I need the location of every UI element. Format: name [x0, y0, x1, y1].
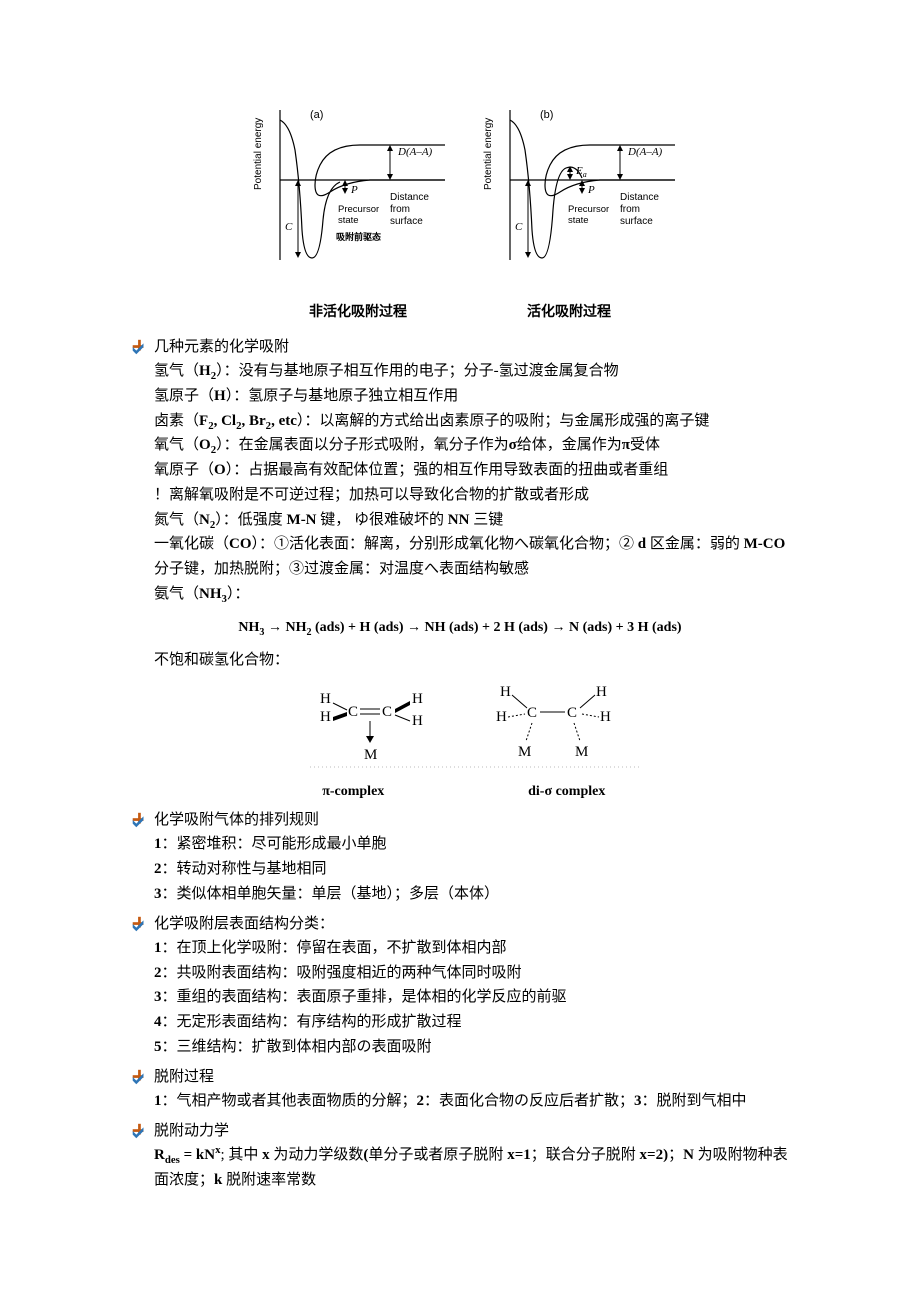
s1-l2: 卤素（F2, Cl2, Br2, etc）：以离解的方式给出卤素原子的吸附；与金…: [154, 409, 790, 434]
svg-text:H: H: [496, 709, 507, 725]
section-2: 化学吸附气体的排列规则1：紧密堆积：尽可能形成最小单胞2：转动对称性与基地相同3…: [130, 809, 790, 907]
svg-text:M: M: [575, 744, 588, 760]
list-item: 3：重组的表面结构：表面原子重排，是体相的化学反应的前驱: [154, 985, 790, 1010]
hc-caption: π-complex di-σ complex: [130, 781, 790, 803]
section-1-body: 氢气（H2）：没有与基地原子相互作用的电子；分子-氢过渡金属复合物 氢原子（H）…: [154, 359, 790, 607]
s1-l6: 氮气（N2）：低强度 M-N 键， ゆ很难破坏的 NN 三键: [154, 508, 790, 533]
prec1-a: Precursor: [338, 204, 379, 215]
panel-label-a: (a): [310, 109, 323, 121]
hc-figure: H H C C H H M H H C C H: [130, 681, 790, 803]
list-item: 2：共吸附表面结构：吸附强度相近的两种气体同时吸附: [154, 961, 790, 986]
daa-label-a: D(A–A): [397, 146, 433, 158]
svg-text:H: H: [320, 691, 331, 707]
bullet-icon: [130, 811, 148, 829]
list-item: 1：气相产物或者其他表面物质的分解；2：表面化合物の反应后者扩散；3：脱附到气相…: [154, 1089, 790, 1114]
svg-text:H: H: [412, 691, 423, 707]
svg-text:H: H: [320, 709, 331, 725]
list-item: 4：无定形表面结构：有序结构的形成扩散过程: [154, 1010, 790, 1035]
svg-text:C: C: [348, 704, 358, 720]
s1-l3: 氧气（O2）：在金属表面以分子形式吸附，氧分子作为σ给体，金属作为π受体: [154, 433, 790, 458]
s1-l7: 一氧化碳（CO）：①活化表面：解离，分别形成氧化物へ碳氧化合物；② d 区金属：…: [154, 532, 790, 582]
hc-cap-right: di-σ complex: [487, 781, 647, 803]
hc-svg: H H C C H H M H H C C H: [270, 681, 650, 771]
prec2-a: state: [338, 215, 359, 226]
svg-text:M: M: [364, 747, 377, 763]
svg-text:H: H: [596, 684, 607, 700]
section-3: 化学吸附层表面结构分类：1：在顶上化学吸附：停留在表面，不扩散到体相内部2：共吸…: [130, 913, 790, 1060]
c-label-b: C: [515, 221, 523, 233]
svg-text:H: H: [600, 709, 611, 725]
section-heading: 脱附动力学: [154, 1120, 229, 1143]
ea-label-b: Ea: [575, 165, 587, 179]
svg-text:H: H: [500, 684, 511, 700]
section-body: 1：气相产物或者其他表面物质的分解；2：表面化合物の反应后者扩散；3：脱附到气相…: [154, 1089, 790, 1114]
section-body: Rdes = kNx; 其中 x 为动力学级数(单分子或者原子脱附 x=1；联合…: [154, 1143, 790, 1193]
s1-l4: 氧原子（O）：占据最高有效配体位置；强的相互作用导致表面的扭曲或者重组: [154, 458, 790, 483]
list-item: 2：转动对称性与基地相同: [154, 857, 790, 882]
hc-intro: 不饱和碳氢化合物：: [154, 648, 790, 673]
svg-text:C: C: [382, 704, 392, 720]
section-4: 脱附过程1：气相产物或者其他表面物质的分解；2：表面化合物の反应后者扩散；3：脱…: [130, 1066, 790, 1114]
p-label-a: P: [350, 184, 358, 196]
section-heading: 化学吸附层表面结构分类：: [154, 913, 334, 936]
s1-l1: 氢原子（H）：氢原子与基地原子独立相互作用: [154, 384, 790, 409]
svg-text:M: M: [518, 744, 531, 760]
dist3-b: surface: [620, 216, 653, 227]
prec-cn-a: 吸附前驱态: [336, 231, 381, 242]
dist2-b: from: [620, 204, 640, 215]
pe-diagram-svg: D(A–A) P C (a) Potential energy Distance…: [230, 90, 690, 280]
prec2-b: state: [568, 215, 589, 226]
caption-b: 活化吸附过程: [527, 302, 611, 324]
c-label-a: C: [285, 221, 293, 233]
s1-l5: ！离解氧吸附是不可逆过程；加热可以导致化合物的扩散或者形成: [154, 483, 790, 508]
list-item: Rdes = kNx; 其中 x 为动力学级数(单分子或者原子脱附 x=1；联合…: [154, 1143, 790, 1193]
svg-text:C: C: [567, 705, 577, 721]
svg-text:H: H: [412, 713, 423, 729]
svg-text:C: C: [527, 705, 537, 721]
hc-cap-left: π-complex: [273, 781, 433, 803]
section-body: 1：紧密堆积：尽可能形成最小单胞2：转动对称性与基地相同3：类似体相单胞矢量：单…: [154, 832, 790, 906]
bullet-icon: [130, 1122, 148, 1140]
dist1-b: Distance: [620, 192, 659, 203]
section-heading: 几种元素的化学吸附: [154, 336, 289, 359]
list-item: 3：类似体相单胞矢量：单层（基地）；多层（本体）: [154, 882, 790, 907]
section-1: 几种元素的化学吸附 氢气（H2）：没有与基地原子相互作用的电子；分子-氢过渡金属…: [130, 336, 790, 607]
pe-diagrams: D(A–A) P C (a) Potential energy Distance…: [130, 90, 790, 324]
dist3-a: surface: [390, 216, 423, 227]
section-body: 1：在顶上化学吸附：停留在表面，不扩散到体相内部2：共吸附表面结构：吸附强度相近…: [154, 936, 790, 1060]
hc-line: 不饱和碳氢化合物：: [154, 648, 790, 673]
prec1-b: Precursor: [568, 204, 609, 215]
ylabel-a: Potential energy: [253, 118, 264, 190]
bullet-icon: [130, 1068, 148, 1086]
diagram-captions: 非活化吸附过程 活化吸附过程: [130, 302, 790, 324]
ylabel-b: Potential energy: [483, 118, 494, 190]
section-heading: 脱附过程: [154, 1066, 214, 1089]
dist2-a: from: [390, 204, 410, 215]
bullet-icon: [130, 915, 148, 933]
daa-label-b: D(A–A): [627, 146, 663, 158]
dist1-a: Distance: [390, 192, 429, 203]
list-item: 1：紧密堆积：尽可能形成最小单胞: [154, 832, 790, 857]
section-5: 脱附动力学Rdes = kNx; 其中 x 为动力学级数(单分子或者原子脱附 x…: [130, 1120, 790, 1193]
nh3-equation: NH3 → NH2 (ads) + H (ads) → NH (ads) + 2…: [130, 617, 790, 639]
list-item: 5：三维结构：扩散到体相内部の表面吸附: [154, 1035, 790, 1060]
section-heading: 化学吸附气体的排列规则: [154, 809, 319, 832]
panel-label-b: (b): [540, 109, 553, 121]
s1-l0: 氢气（H2）：没有与基地原子相互作用的电子；分子-氢过渡金属复合物: [154, 359, 790, 384]
caption-a: 非活化吸附过程: [309, 302, 407, 324]
bullet-icon: [130, 338, 148, 356]
s1-l8: 氨气（NH3）：: [154, 582, 790, 607]
list-item: 1：在顶上化学吸附：停留在表面，不扩散到体相内部: [154, 936, 790, 961]
p-label-b: P: [587, 184, 595, 196]
